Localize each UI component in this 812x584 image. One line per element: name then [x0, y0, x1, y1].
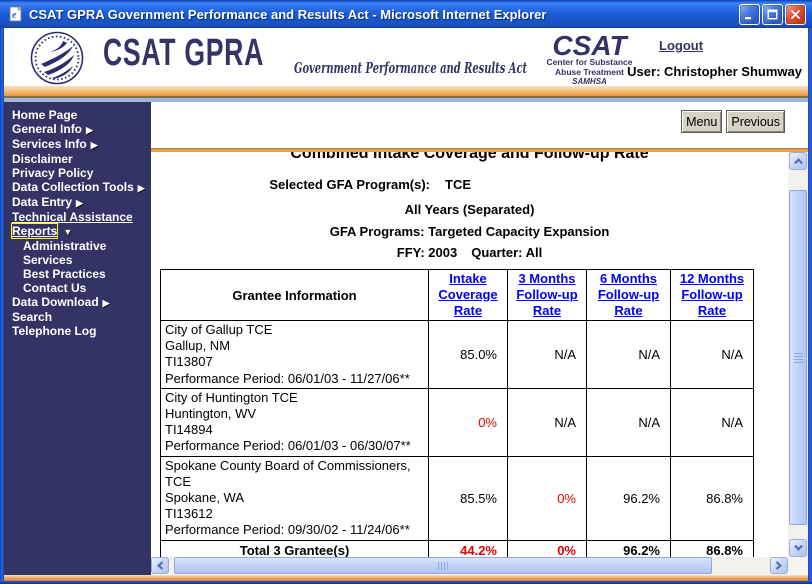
- table-total-row: Total 3 Grantee(s) 44.2% 0% 96.2% 86.8%: [160, 539, 754, 557]
- window-border-right: [808, 28, 812, 580]
- rate-cell: 86.8%: [670, 455, 754, 541]
- scroll-thumb-grip: [794, 352, 803, 363]
- selected-program-label: Selected GFA Program(s):: [269, 177, 430, 192]
- scroll-left-button[interactable]: [151, 557, 169, 574]
- sidebar-item-search[interactable]: Search: [12, 310, 53, 324]
- sidebar-item-services[interactable]: Services: [23, 253, 73, 267]
- user-label: User: Christopher Shumway: [627, 64, 802, 79]
- sidebar-item-disclaimer[interactable]: Disclaimer: [12, 152, 73, 166]
- rate-cell: N/A: [670, 387, 754, 457]
- rate-cell: 0%: [428, 387, 508, 457]
- brand-title: CSAT GPRA: [103, 32, 264, 74]
- horizontal-scroll-thumb[interactable]: [174, 557, 712, 574]
- sidebar-item-privacy-policy[interactable]: Privacy Policy: [12, 166, 94, 180]
- content-divider: [151, 148, 808, 152]
- window-border-left: [0, 28, 4, 580]
- grantee-info-cell: City of Huntington TCE Huntington, WV TI…: [160, 387, 429, 457]
- sidebar-item-services-info[interactable]: Services Info ▶: [12, 137, 98, 151]
- svg-text:e: e: [12, 10, 17, 21]
- column-header-6-months-follow-up-rate: 6 Months Follow-up Rate: [586, 269, 671, 321]
- sidebar-item-data-download[interactable]: Data Download ▶: [12, 295, 110, 309]
- sidebar-item-administrative[interactable]: Administrative: [23, 239, 107, 253]
- report-ffy-line: FFY: 2003 Quarter: All: [396, 245, 543, 260]
- rate-cell: N/A: [507, 320, 587, 389]
- column-header-12-months-follow-up-rate: 12 Months Follow-up Rate: [670, 269, 754, 321]
- arrow-right-icon: ▶: [137, 183, 145, 193]
- rate-cell: N/A: [586, 387, 671, 457]
- sidebar-item-data-entry[interactable]: Data Entry ▶: [12, 195, 83, 209]
- sidebar-item-contact-us[interactable]: Contact Us: [23, 281, 87, 295]
- internet-explorer-page-icon: e: [9, 5, 22, 21]
- rate-cell: 85.0%: [428, 320, 508, 389]
- rate-cell: 96.2%: [586, 455, 671, 541]
- vertical-scrollbar[interactable]: [788, 152, 808, 557]
- csat-logo-title: CSAT: [552, 30, 627, 61]
- horizontal-scrollbar[interactable]: [151, 557, 788, 575]
- csat-logo: CSAT Center for Substance Abuse Treatmen…: [537, 30, 642, 87]
- sidebar-item-reports[interactable]: Reports ▼: [10, 223, 73, 239]
- report-years-line: All Years (Separated): [404, 202, 535, 217]
- hhs-eagle-logo: [30, 31, 84, 85]
- column-header-3-months-follow-up-rate: 3 Months Follow-up Rate: [507, 269, 587, 321]
- title-bar: e CSAT GPRA Government Performance and R…: [0, 0, 812, 28]
- arrow-right-icon: ▶: [76, 198, 83, 208]
- report-viewport: Combined Intake Coverage and Follow-up R…: [151, 152, 788, 557]
- scrollbar-corner: [788, 557, 808, 575]
- grantee-info-cell: City of Gallup TCE Gallup, NM TI13807 Pe…: [160, 320, 429, 389]
- arrow-right-icon: ▶: [102, 298, 110, 308]
- vertical-scroll-thumb[interactable]: [789, 190, 807, 525]
- menu-button[interactable]: Menu: [681, 110, 723, 133]
- total-rate-cell: 0%: [507, 539, 587, 557]
- total-rate-cell: 96.2%: [586, 539, 671, 557]
- arrow-down-icon: ▼: [63, 227, 73, 237]
- total-rate-cell: 86.8%: [670, 539, 754, 557]
- table-row: Spokane County Board of Commissioners, T…: [160, 455, 754, 541]
- column-header-grantee-information: Grantee Information: [160, 269, 429, 321]
- header-divider-orange: [4, 86, 808, 96]
- maximize-button[interactable]: [762, 4, 783, 25]
- total-label-cell: Total 3 Grantee(s): [160, 539, 429, 557]
- rate-cell: N/A: [670, 320, 754, 389]
- logout-link[interactable]: Logout: [659, 38, 704, 53]
- scroll-right-button[interactable]: [770, 557, 788, 574]
- sidebar-item-best-practices[interactable]: Best Practices: [23, 267, 106, 281]
- total-rate-cell: 44.2%: [428, 539, 508, 557]
- brand-tagline: Government Performance and Results Act: [294, 59, 528, 77]
- footer-divider-orange: [4, 575, 808, 581]
- scroll-up-button[interactable]: [789, 152, 807, 170]
- selected-program-value: TCE: [445, 177, 471, 192]
- main-content: Menu Previous Combined Intake Coverage a…: [151, 102, 808, 575]
- window-title: CSAT GPRA Government Performance and Res…: [29, 6, 547, 22]
- arrow-right-icon: ▶: [90, 140, 98, 150]
- sidebar-item-general-info[interactable]: General Info ▶: [12, 122, 93, 136]
- table-row: City of Gallup TCE Gallup, NM TI13807 Pe…: [160, 320, 754, 389]
- scroll-down-button[interactable]: [789, 539, 807, 557]
- column-header-intake-coverage-rate: Intake Coverage Rate: [428, 269, 508, 321]
- page-header: CSAT GPRA Government Performance and Res…: [4, 28, 808, 86]
- sidebar-item-technical-assistance[interactable]: Technical Assistance: [12, 210, 133, 224]
- grantee-info-cell: Spokane County Board of Commissioners, T…: [160, 455, 429, 541]
- rate-cell: 0%: [507, 455, 587, 541]
- sidebar-nav: Home Page General Info ▶ Services Info ▶ D…: [4, 102, 151, 575]
- sidebar-item-telephone-log[interactable]: Telephone Log: [12, 324, 97, 338]
- sidebar-item-data-collection-tools[interactable]: Data Collection Tools ▶: [12, 180, 145, 194]
- report-programs-line: GFA Programs: Targeted Capacity Expansio…: [329, 224, 610, 239]
- close-button[interactable]: [785, 4, 806, 25]
- rate-cell: N/A: [507, 387, 587, 457]
- minimize-button[interactable]: [739, 4, 760, 25]
- window-border-bottom: [0, 580, 812, 584]
- previous-button[interactable]: Previous: [726, 110, 785, 133]
- table-row: City of Huntington TCE Huntington, WV TI…: [160, 387, 754, 457]
- scroll-thumb-grip: [438, 562, 448, 570]
- rate-cell: 85.5%: [428, 455, 508, 541]
- report-table: Grantee Information Intake Coverage Rate…: [160, 269, 754, 557]
- arrow-right-icon: ▶: [86, 125, 93, 135]
- header-divider-blue: [4, 98, 808, 102]
- rate-cell: N/A: [586, 320, 671, 389]
- sidebar-item-home-page[interactable]: Home Page: [12, 108, 78, 122]
- report-title: Combined Intake Coverage and Follow-up R…: [290, 152, 649, 162]
- header-divider-gold: [4, 96, 808, 98]
